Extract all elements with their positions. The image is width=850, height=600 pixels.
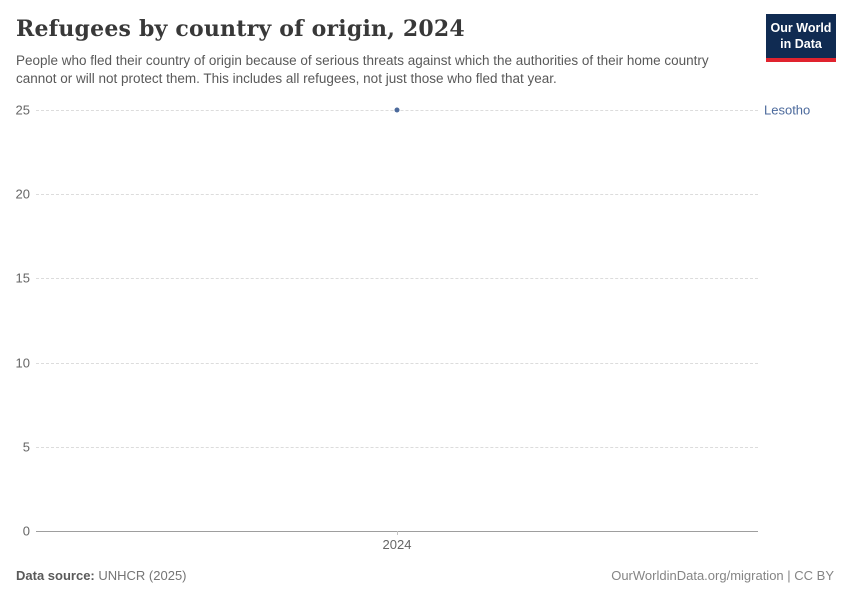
plot-area: 2024 Lesotho [36, 103, 810, 552]
owid-logo-line1: Our World [770, 21, 832, 35]
y-axis-tick-label-0: 0 [22, 523, 30, 539]
y-axis-tick-label-5: 5 [22, 439, 30, 455]
y-axis-tick-label-20: 20 [15, 186, 30, 202]
x-axis-tick-label-2024: 2024 [382, 537, 412, 552]
y-axis: 0 5 10 15 20 25 [0, 103, 30, 539]
gridline-10 [36, 362, 758, 364]
data-source-value: UNHCR (2025) [98, 568, 187, 583]
gridline-15 [36, 278, 758, 280]
owid-logo-line2: in Data [780, 36, 822, 51]
x-axis-tick [397, 531, 398, 535]
y-axis-tick-label-15: 15 [15, 270, 30, 286]
chart-footer: Data source: UNHCR (2025) OurWorldinData… [16, 568, 834, 583]
y-axis-tick-label-25: 25 [15, 102, 30, 118]
chart-title: Refugees by country of origin, 2024 [16, 16, 465, 42]
gridline-5 [36, 446, 758, 448]
y-axis-tick-label-10: 10 [15, 355, 30, 371]
series-label-lesotho[interactable]: Lesotho [764, 102, 811, 118]
data-source-label: Data source: [16, 568, 95, 583]
chart-subtitle: People who fled their country of origin … [16, 53, 709, 87]
owid-logo[interactable]: Our World in Data [766, 14, 836, 63]
data-source: Data source: UNHCR (2025) [16, 568, 187, 583]
data-point-lesotho[interactable] [394, 107, 400, 113]
gridline-20 [36, 194, 758, 196]
attribution-link[interactable]: OurWorldinData.org/migration | CC BY [611, 568, 834, 583]
